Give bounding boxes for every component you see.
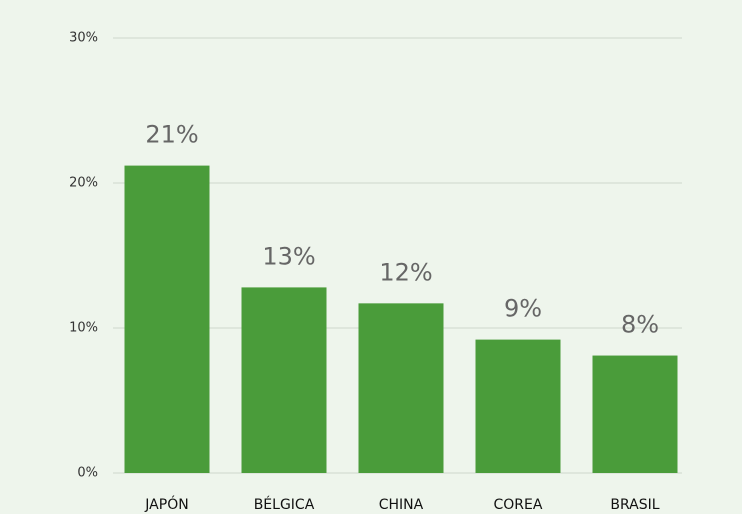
- y-tick-label: 20%: [69, 176, 98, 191]
- bar: [592, 355, 678, 473]
- x-tick-label: JAPÓN: [144, 495, 188, 513]
- x-tick-label: BRASIL: [610, 497, 659, 513]
- x-tick-label: CHINA: [379, 497, 424, 513]
- bar: [358, 303, 444, 473]
- x-tick-label: BÉLGICA: [254, 496, 315, 513]
- y-tick-label: 10%: [69, 321, 98, 336]
- value-label: 12%: [379, 258, 432, 286]
- y-tick-label: 30%: [69, 31, 98, 46]
- value-label: 21%: [145, 121, 198, 149]
- bar: [241, 287, 327, 473]
- y-tick-label: 0%: [77, 466, 98, 481]
- value-label: 13%: [262, 242, 315, 270]
- bar: [475, 339, 561, 473]
- value-label: 9%: [504, 295, 542, 323]
- x-tick-label: COREA: [494, 497, 543, 513]
- bar: [124, 165, 210, 473]
- value-label: 8%: [621, 311, 659, 339]
